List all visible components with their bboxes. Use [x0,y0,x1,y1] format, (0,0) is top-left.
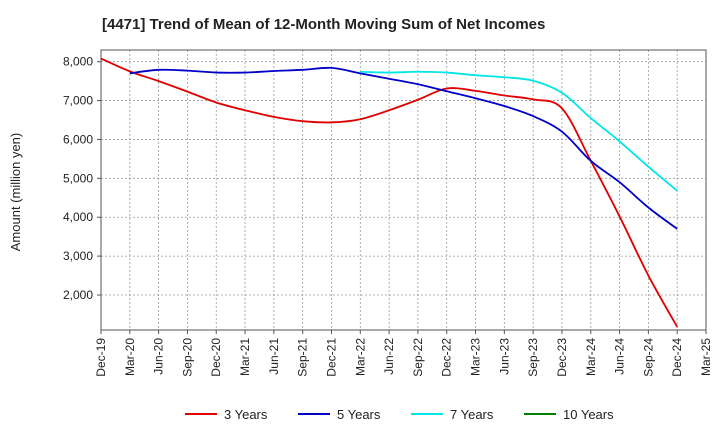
x-tick-label: Dec-20 [209,338,223,377]
x-tick-label: Sep-22 [411,338,425,377]
x-tick-label: Mar-24 [584,338,598,376]
y-tick-label: 3,000 [63,249,93,263]
legend-label-7-years: 7 Years [450,407,494,422]
x-tick-label: Dec-24 [670,338,684,377]
x-tick-label: Dec-19 [94,338,108,377]
x-tick-label: Sep-23 [526,338,540,377]
chart-title: [4471] Trend of Mean of 12-Month Moving … [102,16,546,33]
x-tick-label: Jun-22 [382,338,396,375]
legend-label-3-years: 3 Years [224,407,268,422]
y-tick-label: 5,000 [63,171,93,185]
y-tick-label: 8,000 [63,55,93,69]
x-tick-label: Jun-20 [152,338,166,375]
series-lines [100,57,678,328]
x-tick-label: Sep-20 [180,338,194,377]
x-tick-label: Sep-21 [296,338,310,377]
plot-frame [100,49,707,331]
x-tick-label: Sep-24 [641,338,655,377]
y-tick-label: 6,000 [63,132,93,146]
x-tick-label: Jun-24 [613,338,627,375]
x-tick-label: Jun-23 [497,338,511,375]
x-tick-label: Jun-21 [267,338,281,375]
y-axis-label: Amount (million yen) [8,133,23,252]
x-tick-label: Mar-23 [469,338,483,376]
legend: 3 Years 5 Years 7 Years 10 Years [185,407,614,422]
y-tick-label: 7,000 [63,94,93,108]
series-line-7-years [360,70,678,192]
legend-label-10-years: 10 Years [563,407,614,422]
legend-label-5-years: 5 Years [337,407,381,422]
grid [101,50,706,330]
x-tick-label: Dec-22 [440,338,454,377]
x-tick-label: Mar-25 [699,338,713,376]
y-tick-label: 4,000 [63,210,93,224]
x-tick-label: Mar-20 [123,338,137,376]
y-tick-label: 2,000 [63,288,93,302]
x-tick-label: Dec-21 [324,338,338,377]
series-line-3-years [100,57,678,328]
x-tick-label: Mar-22 [353,338,367,376]
x-tick-label: Dec-23 [555,338,569,377]
series-line-5-years [129,66,678,230]
y-axis: 2,000 3,000 4,000 5,000 6,000 7,000 8,000 [63,55,101,302]
x-tick-label: Mar-21 [238,338,252,376]
x-axis: Dec-19 Mar-20 Jun-20 Sep-20 Dec-20 Mar-21 Jun-… [94,330,713,377]
